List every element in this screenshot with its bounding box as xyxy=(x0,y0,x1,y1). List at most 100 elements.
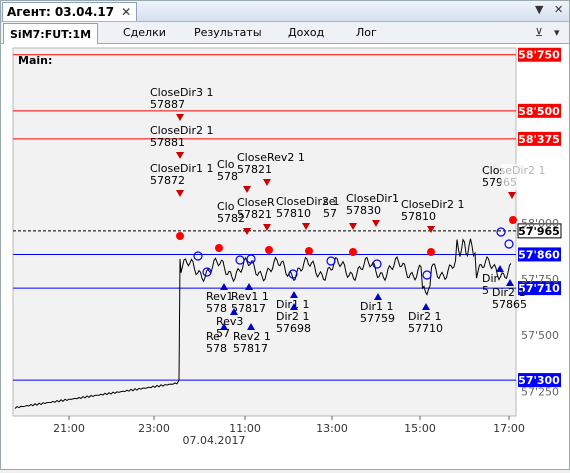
buy-annotation-label: Dir2 1 xyxy=(492,286,526,299)
x-tick-label: 21:00 xyxy=(53,422,85,435)
level-label: 57'965 xyxy=(518,225,560,238)
buy-fill-circle xyxy=(288,269,298,279)
buy-annotation-label: Dir1 1 xyxy=(276,298,310,311)
close-window-icon[interactable]: ✕ xyxy=(554,3,564,16)
buy-annotation-price: 57817 xyxy=(231,302,266,315)
level-label: 58'375 xyxy=(518,133,560,146)
buy-annotation-price: 57698 xyxy=(276,322,311,335)
level-label-box xyxy=(518,373,561,388)
x-date-label: 07.04.2017 xyxy=(183,434,246,447)
price-line xyxy=(14,238,512,409)
buy-annotation-label: Dir xyxy=(482,272,499,285)
y-tick-label: 58'000 xyxy=(521,217,559,230)
y-tick-label: 57'250 xyxy=(521,385,559,398)
level-label-box xyxy=(518,281,561,296)
sell-annotation-price: 57887 xyxy=(150,98,185,111)
filter-icon[interactable]: ⊻ xyxy=(535,26,544,39)
tab-log[interactable]: Лог xyxy=(356,26,377,39)
buy-annotation-label: Rev1 1 xyxy=(231,290,269,303)
sell-arrow-icon xyxy=(176,114,184,121)
sell-annotation-price: 57830 xyxy=(346,204,381,217)
buy-fill-circle xyxy=(372,259,382,269)
tab-deals[interactable]: Сделки xyxy=(123,26,166,39)
level-label: 57'300 xyxy=(518,374,560,387)
sell-arrow-icon xyxy=(263,224,271,231)
buy-fill-circle xyxy=(246,254,256,264)
level-label: 58'750 xyxy=(518,49,560,62)
buy-annotation-label: Dir2 1 xyxy=(408,310,442,323)
level-label-box xyxy=(518,131,561,146)
sell-arrow-icon xyxy=(302,223,310,230)
price-chart[interactable]: Main: 58'750 58'500 58'375 57'965 57'860 57'71… xyxy=(1,44,569,469)
buy-annotation-price: 578 xyxy=(206,342,227,355)
buy-arrow-icon xyxy=(220,323,228,330)
document-tab[interactable]: Агент: 03.04.17 ✕ xyxy=(2,2,138,21)
view-tab-bar: SiM7:FUT:1M Сделки Результаты Доход Лог … xyxy=(1,22,569,44)
buy-annotation-label: Dir2 1 xyxy=(276,310,310,323)
sell-annotation-price: 57881 xyxy=(150,136,185,149)
buy-arrow-icon xyxy=(245,283,253,290)
x-tick-label: 15:00 xyxy=(404,422,436,435)
sell-fill-dot xyxy=(265,246,273,254)
level-label-box xyxy=(518,47,561,62)
buy-arrow-icon xyxy=(220,283,228,290)
level-label: 58'500 xyxy=(518,105,560,118)
sell-fill-dot xyxy=(349,248,357,256)
sell-annotation-label: CloseDir1 xyxy=(346,192,399,205)
dropdown-icon[interactable]: ▾ xyxy=(554,26,560,39)
tab-chart[interactable]: SiM7:FUT:1M xyxy=(3,23,99,44)
sell-annotation-label: se xyxy=(323,195,336,208)
x-tick-label: 17:00 xyxy=(493,422,525,435)
document-tab-label: Агент: 03.04.17 xyxy=(7,5,115,19)
sell-annotation-label: Clo xyxy=(217,200,235,213)
sell-annotation-price: 57872 xyxy=(150,174,185,187)
y-tick-label: 57'750 xyxy=(521,273,559,286)
x-tick-label: 11:00 xyxy=(229,422,261,435)
sell-fill-dot xyxy=(509,216,517,224)
tab-results[interactable]: Результаты xyxy=(194,26,262,39)
sell-arrow-icon xyxy=(176,190,184,197)
buy-annotation-label: Rev3 xyxy=(216,315,243,328)
buy-arrow-icon xyxy=(290,291,298,298)
sell-arrow-icon xyxy=(176,152,184,159)
sell-annotation-label: CloseDir1 1 xyxy=(150,162,214,175)
level-label: 57'710 xyxy=(518,282,560,295)
sell-annotation-price: 57821 xyxy=(237,163,272,176)
sell-arrow-icon xyxy=(508,192,516,199)
sell-fill-dot xyxy=(305,247,313,255)
sell-arrow-icon xyxy=(243,228,251,235)
buy-annotation-price: 578 xyxy=(206,302,227,315)
chart-svg[interactable]: Main: 58'750 58'500 58'375 57'965 57'860 57'71… xyxy=(1,44,569,469)
sell-annotation-price: 57810 xyxy=(401,210,436,223)
buy-annotation-price: 57 xyxy=(216,327,230,340)
sell-fill-dot xyxy=(427,248,435,256)
sell-annotation-label: CloseDir2 1 xyxy=(276,195,340,208)
tab-income[interactable]: Доход xyxy=(288,26,325,39)
sell-annotation-price: 5782 xyxy=(217,212,245,225)
buy-annotation-label: Rev1 xyxy=(206,290,233,303)
sell-annotation-label: CloseDir2 1 xyxy=(401,198,465,211)
buy-fill-circle xyxy=(326,256,336,266)
overlay-box xyxy=(501,164,546,190)
sell-arrow-icon xyxy=(427,226,435,233)
sell-arrow-icon xyxy=(372,220,380,227)
plot-area xyxy=(12,47,517,417)
dropdown-arrow-icon[interactable]: ▼ xyxy=(535,3,544,16)
buy-fill-circle xyxy=(202,267,212,277)
x-tick-label: 13:00 xyxy=(316,422,348,435)
buy-arrow-icon xyxy=(422,303,430,310)
buy-fill-circle xyxy=(193,251,203,261)
close-icon[interactable]: ✕ xyxy=(121,5,132,19)
buy-arrow-icon xyxy=(374,293,382,300)
buy-annotation-label: Re xyxy=(206,330,220,343)
buy-annotation-price: 57817 xyxy=(233,342,268,355)
buy-annotation-label: Dir1 1 xyxy=(360,300,394,313)
buy-annotation-price: 57759 xyxy=(360,312,395,325)
buy-annotation-price: 5 xyxy=(482,284,489,297)
buy-fill-circle xyxy=(422,270,432,280)
buy-annotation-price: 57865 xyxy=(492,298,527,311)
level-label-box xyxy=(518,103,561,118)
sell-arrow-icon xyxy=(243,186,251,193)
level-label: 57'860 xyxy=(518,248,560,261)
